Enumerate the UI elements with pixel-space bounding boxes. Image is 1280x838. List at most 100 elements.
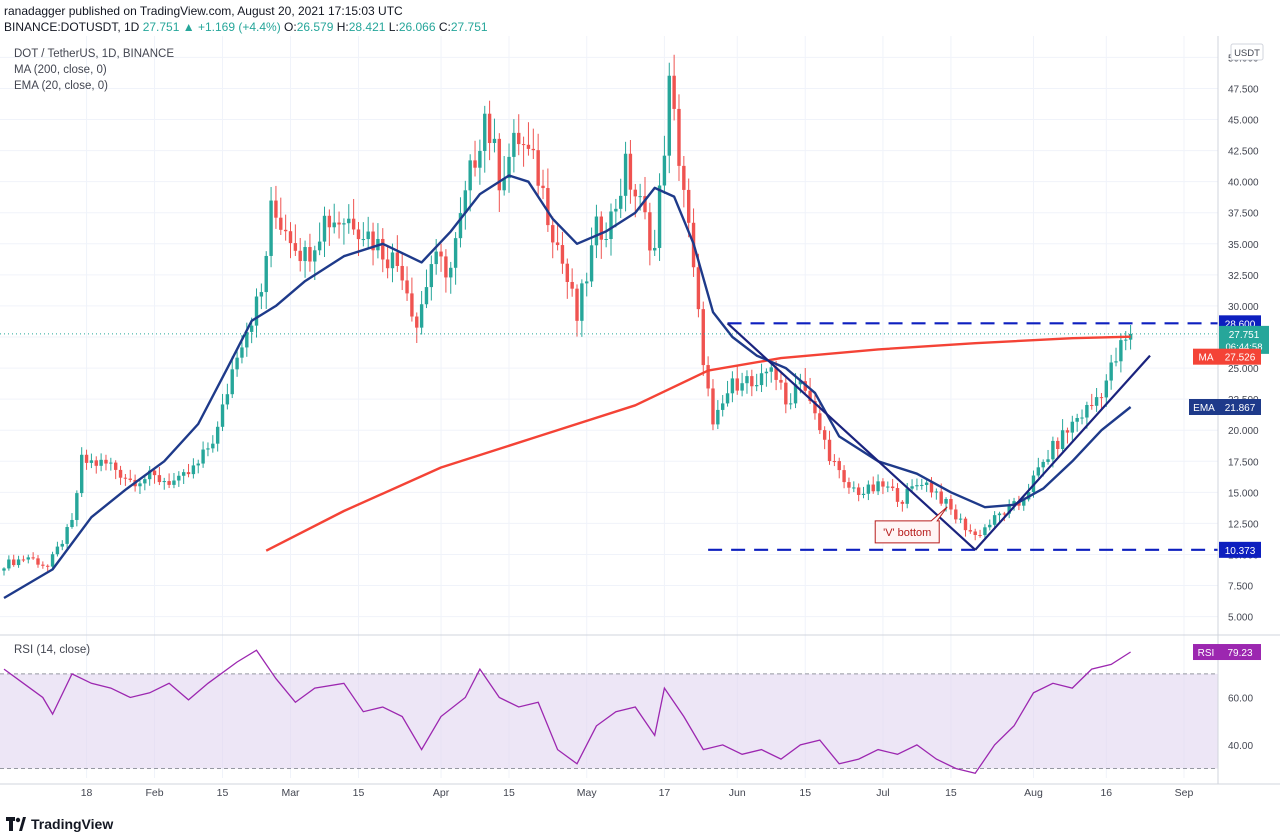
candle — [521, 136, 526, 167]
candle — [152, 467, 157, 484]
candle — [837, 457, 841, 479]
candle — [701, 301, 705, 376]
candle-body — [667, 75, 671, 156]
candle — [769, 361, 773, 383]
candle-body — [60, 543, 64, 547]
candle-body — [643, 196, 647, 213]
candle-body — [147, 470, 152, 480]
callout-text: 'V' bottom — [883, 527, 931, 539]
currency-button[interactable] — [1230, 43, 1264, 61]
candle-body — [337, 222, 341, 225]
candle — [745, 370, 749, 394]
candle-body — [745, 376, 749, 384]
candle — [915, 478, 919, 491]
footer-brand[interactable]: TradingView — [6, 816, 113, 832]
x-tick-label: Mar — [281, 787, 300, 799]
candle — [667, 62, 671, 174]
x-tick-label: 15 — [799, 787, 811, 799]
candle-body — [750, 376, 754, 387]
candle — [682, 155, 686, 208]
candle-body — [123, 477, 128, 479]
ohlc-line: BINANCE:DOTUSDT, 1D 27.751 ▲ +1.169 (+4.… — [4, 20, 488, 34]
candle-body — [230, 369, 234, 395]
candle-body — [832, 461, 837, 463]
candle — [94, 456, 98, 474]
candle — [79, 447, 84, 498]
candle — [657, 173, 662, 261]
candle-body — [249, 325, 254, 332]
rsi-pane[interactable]: 40.00 60.00 — [0, 649, 1253, 775]
candle — [21, 555, 26, 563]
level-tag-label: 10.373 — [1225, 546, 1256, 557]
ema-legend: EMA (20, close, 0) — [14, 80, 108, 92]
candle — [46, 564, 50, 572]
candle-body — [70, 519, 74, 528]
candle — [842, 465, 846, 489]
candle — [628, 139, 633, 204]
candle-body — [254, 296, 259, 326]
low-label: L: — [388, 20, 399, 34]
chart-title: DOT / TetherUS, 1D, BINANCE — [14, 48, 174, 60]
candle — [924, 478, 929, 492]
candle — [70, 513, 74, 529]
candle-body — [653, 247, 657, 251]
candle — [458, 197, 463, 248]
candle — [157, 467, 162, 486]
candle-body — [1056, 440, 1060, 450]
candle — [230, 356, 234, 399]
rsi-name-box — [1193, 644, 1219, 661]
candle-body — [347, 218, 351, 224]
candle-body — [201, 449, 205, 464]
candle-body — [575, 288, 579, 321]
high-label: H: — [336, 20, 349, 34]
candle-body — [332, 222, 336, 228]
candle — [1109, 354, 1113, 390]
candle-body — [21, 559, 26, 561]
candle-body — [672, 75, 676, 109]
candle-body — [269, 200, 273, 256]
candle — [788, 393, 793, 410]
candle-body — [1099, 397, 1104, 399]
candle — [283, 214, 288, 241]
candle — [551, 216, 555, 259]
candle-body — [706, 365, 710, 389]
candle — [332, 203, 336, 234]
candle — [322, 206, 327, 257]
candle — [1036, 457, 1041, 478]
candle — [235, 347, 239, 377]
candle — [259, 283, 264, 310]
candle-body — [915, 485, 919, 487]
level-price-tag: 10.373 — [1219, 541, 1261, 558]
candle — [1080, 409, 1084, 425]
candle-body — [1051, 440, 1055, 460]
candle-body — [327, 215, 332, 228]
candle-body — [1124, 339, 1128, 341]
candle — [147, 466, 152, 486]
candle — [890, 478, 895, 492]
candle — [274, 185, 278, 229]
candle-body — [1114, 361, 1118, 363]
y-tick-label: 40.000 — [1228, 178, 1259, 189]
candle-body — [1060, 430, 1065, 450]
candle — [473, 140, 477, 177]
candle — [648, 202, 652, 266]
candle-body — [507, 156, 511, 179]
candle — [118, 465, 123, 485]
main-pane[interactable] — [0, 36, 1218, 634]
candle — [541, 169, 545, 200]
candle-body — [385, 259, 390, 269]
rsi-name-label: RSI — [1198, 648, 1215, 659]
candle — [468, 154, 472, 212]
candle-body — [400, 265, 404, 281]
candle — [298, 237, 302, 272]
candle — [104, 454, 108, 471]
candle-body — [861, 493, 866, 495]
candle — [813, 392, 817, 420]
candle — [361, 222, 366, 247]
candle-body — [628, 153, 633, 190]
candle-body — [944, 498, 948, 504]
v-trendline — [726, 322, 976, 551]
candle-body — [215, 426, 220, 444]
candle — [2, 567, 6, 576]
